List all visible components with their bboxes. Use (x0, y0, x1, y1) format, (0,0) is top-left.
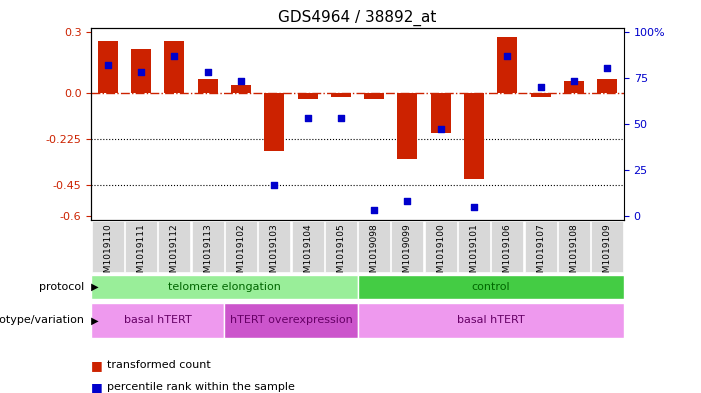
Text: hTERT overexpression: hTERT overexpression (229, 315, 353, 325)
Text: basal hTERT: basal hTERT (124, 315, 191, 325)
FancyBboxPatch shape (325, 221, 357, 272)
FancyBboxPatch shape (491, 221, 524, 272)
Text: ▶: ▶ (88, 282, 98, 292)
FancyBboxPatch shape (524, 221, 557, 272)
Point (402, 198, 413, 204)
Bar (397, 93, 418, 159)
Text: GSM1019104: GSM1019104 (303, 223, 312, 284)
FancyBboxPatch shape (558, 221, 590, 272)
Text: GSM1019098: GSM1019098 (369, 223, 379, 284)
Text: telomere elongation: telomere elongation (168, 282, 281, 292)
FancyBboxPatch shape (158, 221, 191, 272)
FancyBboxPatch shape (425, 221, 457, 272)
Bar (531, 93, 550, 97)
Title: GDS4964 / 38892_at: GDS4964 / 38892_at (278, 10, 437, 26)
Point (169, 52, 180, 59)
Text: protocol: protocol (39, 282, 84, 292)
Text: GSM1019103: GSM1019103 (270, 223, 279, 284)
Point (369, 208, 380, 214)
Text: control: control (471, 282, 510, 292)
Point (236, 78, 247, 84)
FancyBboxPatch shape (358, 274, 624, 299)
Point (268, 182, 280, 188)
Point (102, 62, 114, 68)
FancyBboxPatch shape (391, 221, 423, 272)
Bar (131, 49, 151, 93)
Text: basal hTERT: basal hTERT (457, 315, 524, 325)
Bar (564, 81, 584, 93)
Bar (597, 79, 617, 93)
Bar (198, 79, 218, 93)
Text: GSM1019107: GSM1019107 (536, 223, 545, 284)
FancyBboxPatch shape (225, 221, 257, 272)
Point (435, 126, 447, 132)
Text: GSM1019105: GSM1019105 (336, 223, 346, 284)
Point (502, 52, 513, 59)
Text: GSM1019110: GSM1019110 (103, 223, 112, 284)
FancyBboxPatch shape (358, 221, 390, 272)
FancyBboxPatch shape (91, 274, 358, 299)
Text: GSM1019111: GSM1019111 (137, 223, 146, 284)
Bar (164, 41, 184, 93)
Bar (297, 93, 318, 99)
Point (569, 78, 580, 84)
Text: ▶: ▶ (88, 315, 98, 325)
Bar (331, 93, 351, 97)
Bar (464, 93, 484, 179)
Text: ■: ■ (91, 380, 103, 393)
FancyBboxPatch shape (258, 221, 290, 272)
FancyBboxPatch shape (358, 303, 624, 338)
Text: percentile rank within the sample: percentile rank within the sample (107, 382, 294, 392)
Point (202, 69, 213, 75)
FancyBboxPatch shape (191, 221, 224, 272)
Bar (98, 41, 118, 93)
Point (468, 204, 479, 210)
FancyBboxPatch shape (591, 221, 623, 272)
FancyBboxPatch shape (125, 221, 157, 272)
FancyBboxPatch shape (224, 303, 358, 338)
Point (335, 115, 346, 121)
Text: GSM1019112: GSM1019112 (170, 223, 179, 284)
FancyBboxPatch shape (91, 303, 224, 338)
Text: GSM1019099: GSM1019099 (403, 223, 412, 284)
Bar (430, 93, 451, 133)
Bar (264, 93, 285, 151)
Text: GSM1019109: GSM1019109 (603, 223, 612, 284)
Text: GSM1019106: GSM1019106 (503, 223, 512, 284)
Text: transformed count: transformed count (107, 360, 210, 371)
FancyBboxPatch shape (292, 221, 324, 272)
Point (302, 115, 313, 121)
Point (535, 84, 546, 90)
Point (601, 65, 613, 72)
Text: GSM1019100: GSM1019100 (436, 223, 445, 284)
Text: GSM1019113: GSM1019113 (203, 223, 212, 284)
Bar (498, 37, 517, 93)
Bar (365, 93, 384, 99)
Text: GSM1019101: GSM1019101 (470, 223, 479, 284)
Text: genotype/variation: genotype/variation (0, 315, 84, 325)
Bar (231, 85, 251, 93)
FancyBboxPatch shape (458, 221, 490, 272)
Text: GSM1019102: GSM1019102 (236, 223, 245, 284)
Text: GSM1019108: GSM1019108 (569, 223, 578, 284)
Text: ■: ■ (91, 359, 103, 372)
FancyBboxPatch shape (92, 221, 124, 272)
Point (135, 69, 147, 75)
